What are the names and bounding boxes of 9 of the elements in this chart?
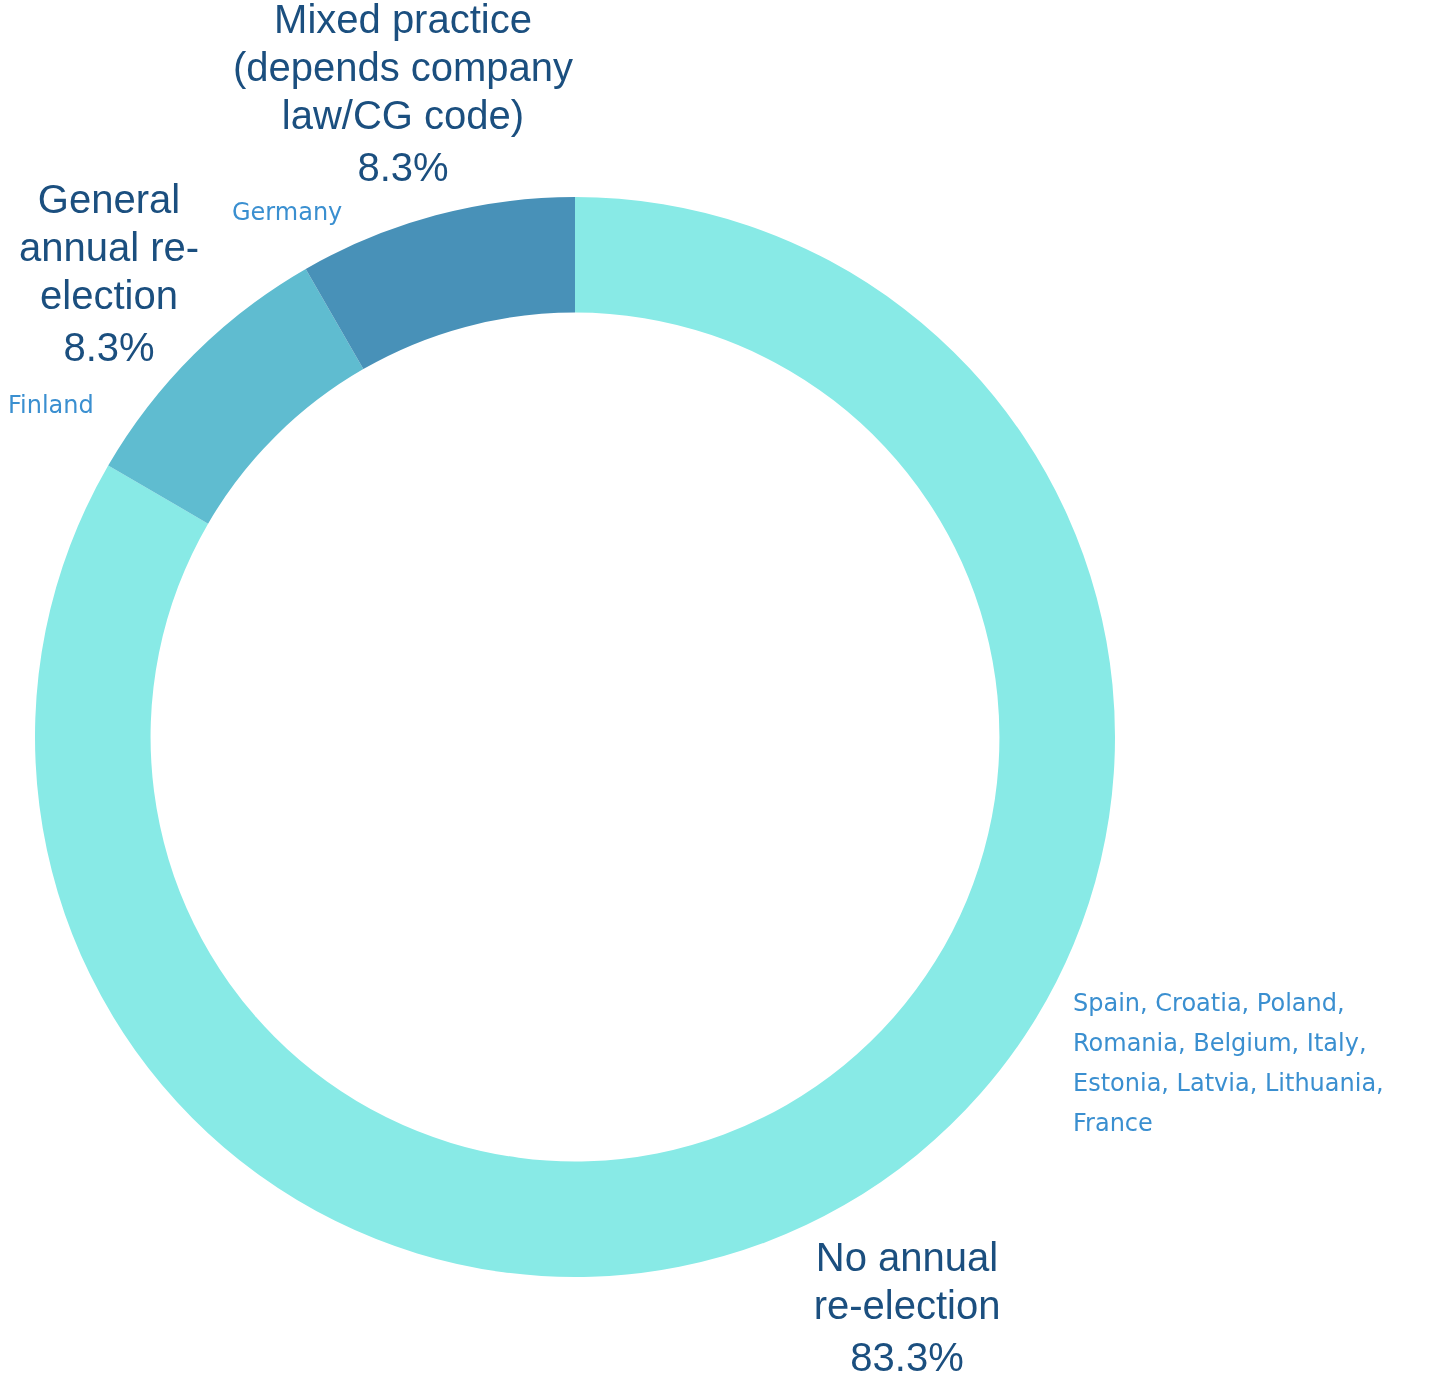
- text: Germany: [232, 198, 343, 227]
- data-label: 83.3%: [850, 1335, 964, 1380]
- slice-label: No annual re-election: [813, 1235, 1001, 1328]
- text: Finland: [8, 391, 94, 420]
- text: Spain, Croatia, Poland, Romania, Belgium, Italy, Estonia, Latvia, Lithuania, France: [1073, 989, 1384, 1138]
- data-label: 8.3%: [357, 145, 449, 190]
- slice-label: Mixed practice (depends company law/CG code): [232, 0, 574, 138]
- slice-label: General annual re-election: [18, 177, 200, 318]
- data-label: 8.3%: [63, 325, 155, 370]
